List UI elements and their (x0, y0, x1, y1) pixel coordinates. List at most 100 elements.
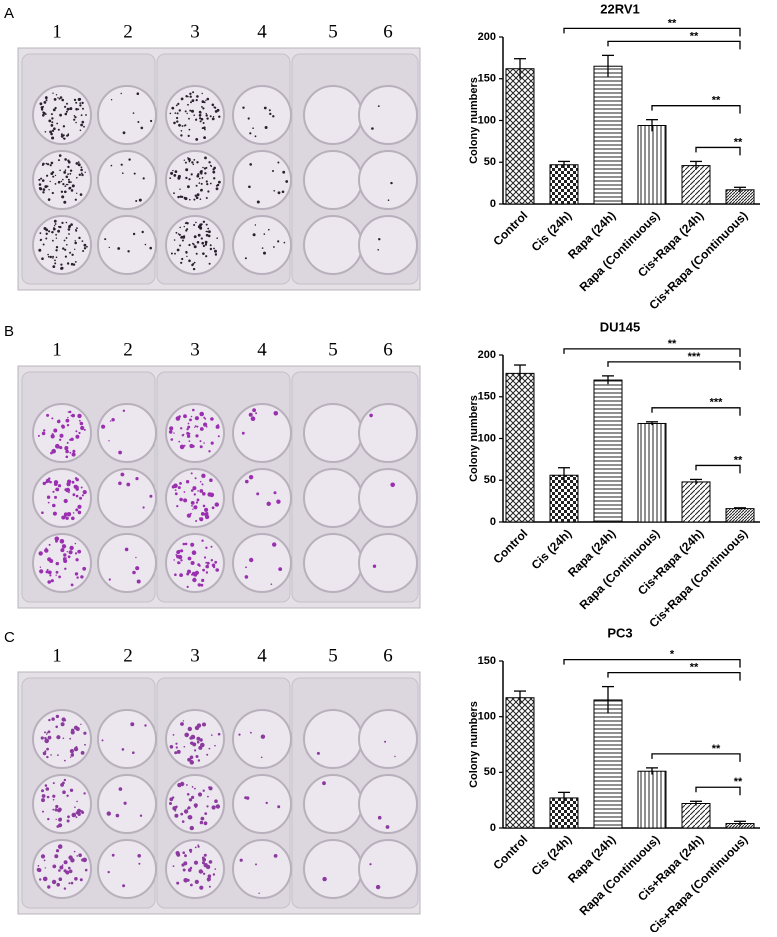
colony-dot (208, 262, 211, 265)
colony-dot (66, 441, 69, 444)
colony-dot (144, 243, 147, 246)
colony-dot (181, 434, 184, 437)
colony-dot (202, 722, 206, 727)
colony-dot (203, 416, 206, 419)
colony-dot (55, 539, 58, 543)
colony-dot (176, 749, 181, 754)
colony-dot (194, 425, 197, 427)
colony-dot (214, 253, 218, 256)
colony-dot (211, 103, 215, 107)
well (32, 468, 92, 528)
colony-dot (59, 96, 63, 99)
significance-label: ** (690, 662, 699, 674)
colony-dot (79, 193, 83, 196)
colony-dot (192, 408, 195, 412)
colony-dot (59, 433, 64, 438)
colony-dot (205, 99, 207, 102)
error-bar (734, 186, 746, 193)
colony-dot (200, 512, 205, 516)
colony-dot (194, 194, 197, 197)
colony-dot (66, 794, 69, 797)
colony-dot (54, 223, 57, 225)
colony-dot (61, 864, 64, 866)
colony-dot (132, 112, 135, 114)
colony-dot (63, 171, 67, 174)
colony-dot (52, 490, 55, 493)
well (232, 468, 292, 528)
colony-dot (187, 726, 192, 732)
colony-dot (47, 501, 50, 504)
colony-dot (44, 736, 47, 740)
colony-dot (192, 742, 197, 747)
colony-dot (42, 111, 45, 114)
colony-dot (254, 135, 257, 138)
well (303, 774, 363, 834)
x-tick-label: Rapa (Continuous) (577, 208, 663, 294)
colony-dot (206, 805, 209, 808)
bar (681, 165, 711, 205)
colony-dot (55, 725, 58, 729)
colony-dot (184, 732, 189, 738)
colony-dot (42, 114, 45, 117)
colony-dot (67, 411, 70, 413)
colony-dot (269, 112, 272, 116)
colony-dot (190, 472, 193, 475)
colony-dot (53, 127, 56, 130)
colony-dot (177, 176, 179, 178)
colony-dot (203, 853, 207, 857)
colony-dot (203, 167, 207, 170)
colony-dot (58, 869, 61, 872)
colony-dot (57, 844, 63, 849)
colony-dot (52, 511, 57, 516)
colony-dot (63, 498, 68, 504)
colony-dot (178, 440, 181, 443)
significance-bracket (695, 786, 741, 796)
colony-dot (176, 853, 181, 857)
well (32, 85, 92, 145)
colony-dot (250, 416, 256, 422)
well (97, 150, 157, 210)
colony-dot (204, 172, 207, 175)
colony-dot (43, 101, 47, 104)
colony-dot (194, 426, 196, 428)
colony-dot (51, 117, 54, 120)
colony-dot (205, 546, 208, 549)
colony-dot (59, 438, 62, 441)
colony-dot (70, 437, 74, 441)
colony-dot (49, 164, 52, 167)
colony-dot (66, 244, 68, 246)
colony-dot (194, 477, 197, 480)
colony-dot (248, 475, 254, 480)
colony-dot (211, 506, 215, 510)
y-tick-label: 0 (490, 822, 496, 834)
colony-dot (64, 248, 67, 251)
colony-dot (199, 489, 204, 493)
colony-dot (173, 432, 175, 434)
colony-dot (369, 863, 372, 866)
colony-dot (52, 798, 55, 801)
colony-dot (201, 473, 206, 478)
colony-dot (185, 480, 190, 484)
colony-dot (81, 494, 84, 497)
colony-dot (179, 444, 185, 450)
colony-dot (49, 574, 52, 577)
significance-label: ** (690, 30, 699, 42)
colony-dot (193, 245, 197, 249)
colony-dot (254, 224, 257, 226)
well (32, 150, 92, 210)
colony-dot (183, 809, 189, 814)
colony-dot (78, 173, 82, 176)
colony-dot (187, 422, 190, 425)
colony-dot (76, 176, 78, 179)
colony-dot (192, 91, 195, 94)
colony-dot (121, 748, 125, 751)
colony-dot (272, 170, 274, 172)
colony-dot (203, 821, 208, 826)
bar (681, 803, 711, 829)
colony-dot (186, 112, 188, 115)
colony-dot (195, 196, 199, 199)
colony-dot (38, 248, 42, 252)
colony-dot (249, 132, 252, 135)
well (165, 839, 225, 899)
colony-dot (369, 413, 373, 418)
